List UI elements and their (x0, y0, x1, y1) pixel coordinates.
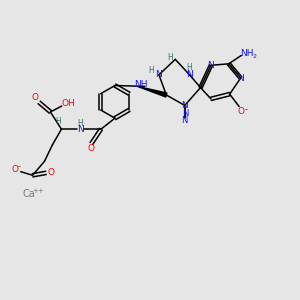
Text: -: - (244, 105, 247, 114)
Text: H: H (167, 53, 173, 62)
Text: NH: NH (240, 49, 254, 58)
Text: N: N (237, 74, 244, 82)
Text: N: N (155, 70, 162, 79)
Polygon shape (137, 86, 167, 97)
Text: O: O (32, 93, 38, 102)
Text: OH: OH (61, 99, 75, 108)
Text: O: O (48, 168, 55, 177)
Text: NH: NH (134, 80, 148, 88)
Text: Ca: Ca (22, 189, 35, 199)
Text: O: O (237, 107, 244, 116)
Text: 2: 2 (253, 54, 257, 59)
Text: N: N (182, 116, 188, 125)
Text: N: N (182, 109, 189, 118)
Text: O: O (11, 165, 18, 174)
Text: -: - (18, 162, 21, 171)
Text: N: N (182, 101, 188, 110)
Text: H: H (148, 66, 154, 75)
Text: N: N (208, 61, 214, 70)
Text: N: N (77, 125, 83, 134)
Text: O: O (87, 144, 94, 153)
Text: ++: ++ (33, 188, 44, 194)
Text: H: H (186, 63, 192, 72)
Text: H: H (77, 119, 83, 128)
Text: N: N (186, 70, 193, 79)
Text: H: H (56, 117, 61, 126)
